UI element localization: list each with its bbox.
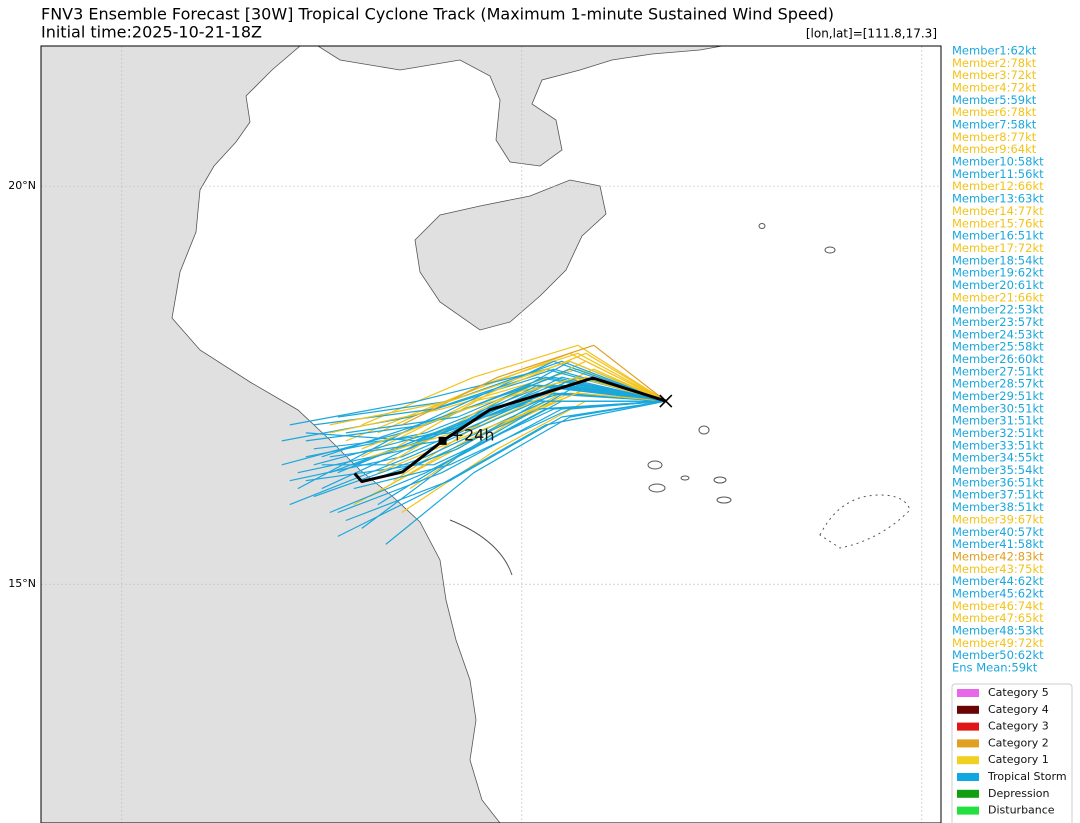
member-label: Member9:64kt xyxy=(952,142,1037,156)
member-track xyxy=(361,376,666,450)
member-label: Member6:78kt xyxy=(952,105,1037,119)
member-label: Member17:72kt xyxy=(952,241,1044,255)
member-track xyxy=(313,368,666,426)
member-label: Member35:54kt xyxy=(952,463,1044,477)
member-label: Member21:66kt xyxy=(952,290,1044,304)
time-label: +24h xyxy=(451,425,495,444)
legend-label: Category 1 xyxy=(988,753,1049,766)
member-label: Member49:72kt xyxy=(952,636,1044,650)
member-label: Member15:76kt xyxy=(952,216,1044,230)
member-label: Member29:51kt xyxy=(952,389,1044,403)
member-track xyxy=(305,376,666,442)
member-track xyxy=(337,400,666,537)
legend-label: Category 5 xyxy=(988,686,1049,699)
member-label: Member27:51kt xyxy=(952,364,1044,378)
member-label: Member8:77kt xyxy=(952,130,1037,144)
member-label: Member28:57kt xyxy=(952,377,1044,391)
member-label: Member16:51kt xyxy=(952,229,1044,243)
member-label: Member47:65kt xyxy=(952,611,1044,625)
member-label: Member36:51kt xyxy=(952,475,1044,489)
member-label: Member31:51kt xyxy=(952,414,1044,428)
member-label: Member11:56kt xyxy=(952,167,1044,181)
member-label: Member45:62kt xyxy=(952,586,1044,600)
member-label: Member48:53kt xyxy=(952,623,1044,637)
member-label: Member33:51kt xyxy=(952,438,1044,452)
legend-label: Depression xyxy=(988,787,1050,800)
member-label: Member19:62kt xyxy=(952,266,1044,280)
land xyxy=(41,46,911,823)
member-label: Member1:62kt xyxy=(952,44,1037,58)
grid xyxy=(41,46,941,823)
member-label: Member34:55kt xyxy=(952,451,1044,465)
member-label: Member38:51kt xyxy=(952,500,1044,514)
chart-subtitle: Initial time:2025-10-21-18Z xyxy=(41,23,262,42)
mean-label: Ens Mean:59kt xyxy=(952,661,1038,675)
member-label: Member30:51kt xyxy=(952,401,1044,415)
member-label: Member44:62kt xyxy=(952,574,1044,588)
legend-swatch xyxy=(957,756,979,765)
member-label: Member37:51kt xyxy=(952,488,1044,502)
chart-title: FNV3 Ensemble Forecast [30W] Tropical Cy… xyxy=(41,5,834,24)
legend-label: Category 3 xyxy=(988,720,1049,733)
member-label: Member4:72kt xyxy=(952,81,1037,95)
legend-swatch xyxy=(957,806,979,815)
member-track xyxy=(337,360,667,418)
position-label: [lon,lat]=[111.8,17.3] xyxy=(806,27,937,41)
member-track xyxy=(337,400,666,514)
member-label: Member26:60kt xyxy=(952,352,1044,366)
legend-label: Disturbance xyxy=(988,804,1055,817)
member-track xyxy=(321,384,666,490)
legend-swatch xyxy=(957,739,979,748)
start-marker xyxy=(659,394,673,408)
member-label: Member5:59kt xyxy=(952,93,1037,107)
y-tick-label: 20°N xyxy=(8,179,36,192)
member-label: Member42:83kt xyxy=(952,549,1044,563)
member-label: Member2:78kt xyxy=(952,56,1037,70)
member-label: Member3:72kt xyxy=(952,68,1037,82)
member-label: Member24:53kt xyxy=(952,327,1044,341)
member-label: Member43:75kt xyxy=(952,562,1044,576)
member-label: Member25:58kt xyxy=(952,340,1044,354)
member-label: Member39:67kt xyxy=(952,512,1044,526)
time-marker xyxy=(438,436,447,445)
y-tick-label: 15°N xyxy=(8,577,36,590)
legend-swatch xyxy=(957,722,979,731)
legend-swatch xyxy=(957,705,979,714)
legend-frame xyxy=(951,683,1073,823)
member-label: Member40:57kt xyxy=(952,525,1044,539)
member-track xyxy=(329,360,667,426)
legend-swatch xyxy=(957,773,979,781)
member-track xyxy=(385,400,666,545)
map-frame xyxy=(40,45,942,823)
member-track xyxy=(297,360,667,490)
member-label: Member22:53kt xyxy=(952,303,1044,317)
member-label: Member20:61kt xyxy=(952,278,1044,292)
member-label: Member41:58kt xyxy=(952,537,1044,551)
member-label: Member23:57kt xyxy=(952,315,1044,329)
legend-label: Category 2 xyxy=(988,736,1049,749)
member-label: Member12:66kt xyxy=(952,179,1044,193)
member-label: Member46:74kt xyxy=(952,599,1044,613)
member-track xyxy=(289,400,666,506)
legend-swatch xyxy=(957,789,979,798)
member-track xyxy=(345,400,666,522)
member-label: Member10:58kt xyxy=(952,155,1044,169)
member-label: Member13:63kt xyxy=(952,192,1044,206)
legend-swatch xyxy=(957,689,979,697)
tracks xyxy=(281,344,673,545)
legend-label: Tropical Storm xyxy=(987,770,1067,783)
legend: Category 5 Category 4 Category 3 Category 2… xyxy=(951,683,1073,823)
member-label: Member14:77kt xyxy=(952,204,1044,218)
member-label: Member18:54kt xyxy=(952,253,1044,267)
legend-label: Category 4 xyxy=(988,703,1049,716)
member-label: Member50:62kt xyxy=(952,648,1044,662)
member-label: Member7:58kt xyxy=(952,118,1037,132)
member-track xyxy=(393,352,667,450)
member-track xyxy=(305,400,666,482)
member-label: Member32:51kt xyxy=(952,426,1044,440)
